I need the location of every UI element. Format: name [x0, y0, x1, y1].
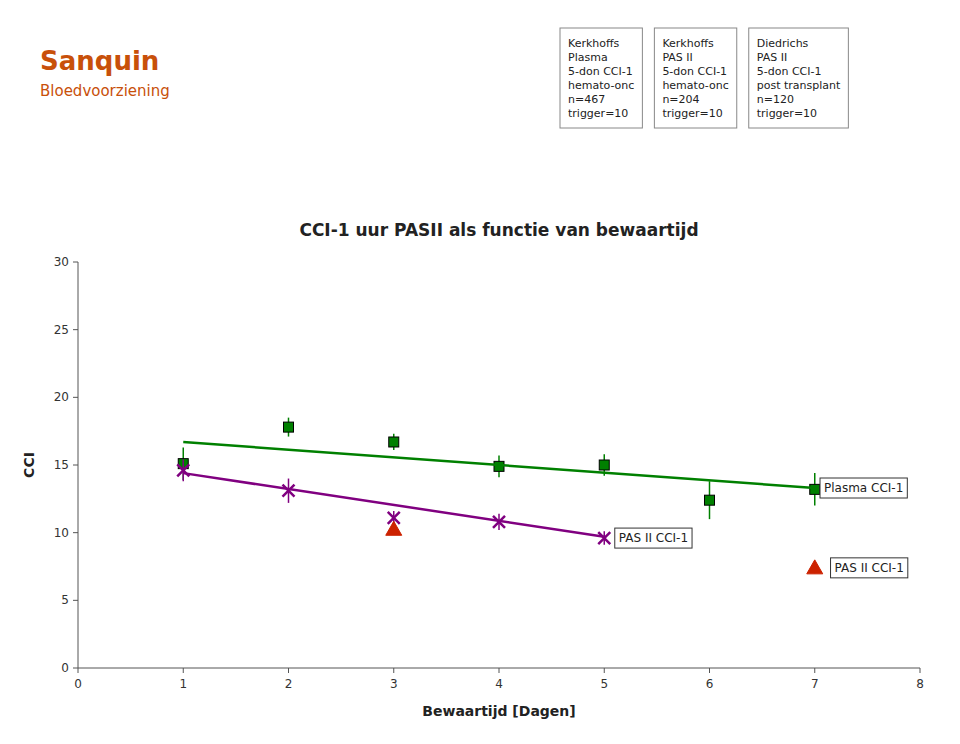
point	[705, 495, 715, 505]
plot	[177, 418, 823, 574]
x-tick-label: 8	[916, 677, 924, 691]
x-tick-label: 3	[390, 677, 398, 691]
x-tick-label: 4	[495, 677, 503, 691]
x-tick-label: 7	[811, 677, 819, 691]
text-box-line: post transplant	[757, 79, 841, 92]
x-tick	[709, 668, 710, 673]
point	[389, 437, 399, 447]
x-axis-line	[78, 668, 920, 669]
text-box-frame	[560, 28, 642, 128]
y-tick-label: 20	[54, 390, 69, 404]
text-box-line: 5-don CCI-1	[662, 65, 727, 78]
text-box-line: hemato-onc	[662, 79, 728, 92]
x-tick	[604, 668, 605, 673]
text-box: KerkhoffsPlasma5-don CCI-1hemato-oncn=46…	[560, 28, 642, 128]
text-box-line: Plasma	[568, 51, 608, 64]
x-tick	[814, 668, 815, 673]
annotation-box	[820, 478, 907, 498]
x-tick-label: 0	[74, 677, 82, 691]
annotation: PAS II CCI-1	[615, 528, 692, 548]
y-tick-label: 15	[54, 458, 69, 472]
y-tick-label: 25	[54, 323, 69, 337]
text-box-line: n=467	[568, 93, 605, 106]
point	[810, 484, 820, 494]
y-tick-label: 5	[61, 593, 69, 607]
x-tick	[288, 668, 289, 673]
annotation: PAS II CCI-1	[831, 558, 908, 578]
y-tick	[73, 600, 78, 601]
y-tick	[73, 465, 78, 466]
x-tick	[393, 668, 394, 673]
text-box-line: 5-don CCI-1	[568, 65, 633, 78]
y-tick-label: 0	[61, 661, 69, 675]
x-axis-label: Bewaartijd [Dagen]	[422, 703, 575, 719]
brand-text: Sanquin	[40, 46, 159, 76]
annotation-text: PAS II CCI-1	[619, 531, 688, 545]
text-box-frame	[654, 28, 736, 128]
text-box-line: n=204	[662, 93, 699, 106]
y-axis-label: CCI	[21, 452, 37, 478]
axes: 0 5 10 15 20 25 30 0 1 2 3 4 5 6 7 8 Bewaartijd [Dagen] C…	[21, 255, 924, 719]
x-tick	[920, 668, 921, 673]
point	[284, 422, 294, 432]
y-tick-label: 30	[54, 255, 69, 269]
trend-line	[183, 442, 815, 488]
series	[178, 418, 820, 520]
text-box-line: Diedrichs	[757, 37, 809, 50]
chart: SanquinBloedvoorzieningKerkhoffsPlasma5-…	[0, 0, 960, 744]
text-box-line: PAS II	[662, 51, 692, 64]
y-tick	[73, 668, 78, 669]
text-box-line: PAS II	[757, 51, 787, 64]
series	[177, 460, 610, 545]
y-tick	[73, 532, 78, 533]
text-box-frame	[749, 28, 849, 128]
y-tick-label: 10	[54, 526, 69, 540]
title: CCI-1 uur PASII als functie van bewaarti…	[299, 220, 698, 240]
point	[598, 532, 610, 544]
y-tick	[73, 329, 78, 330]
x-tick-label: 2	[285, 677, 293, 691]
y-tick	[73, 262, 78, 263]
series	[183, 442, 815, 488]
text-box-line: trigger=10	[662, 107, 722, 120]
text-box-line: trigger=10	[757, 107, 817, 120]
brand-subtitle: Bloedvoorziening	[40, 82, 170, 100]
series	[183, 473, 604, 537]
annotation-box	[615, 528, 692, 548]
point	[807, 560, 823, 574]
annotations: Plasma CCI-1 PAS II CCI-1 PAS II CCI-1	[615, 478, 908, 578]
x-tick	[78, 668, 79, 673]
point	[599, 460, 609, 470]
x-tick	[499, 668, 500, 673]
y-axis-line	[78, 262, 79, 668]
x-tick-label: 5	[600, 677, 608, 691]
text-box-line: hemato-onc	[568, 79, 634, 92]
text-box-line: n=120	[757, 93, 794, 106]
annotation-text: PAS II CCI-1	[835, 561, 904, 575]
annotation-box	[831, 558, 908, 578]
text-boxes: KerkhoffsPlasma5-don CCI-1hemato-oncn=46…	[560, 28, 848, 128]
x-tick	[183, 668, 184, 673]
annotation-text: Plasma CCI-1	[824, 481, 903, 495]
text-box-line: Kerkhoffs	[568, 37, 620, 50]
text-box: DiedrichsPAS II5-don CCI-1post transplan…	[749, 28, 849, 128]
text-box-line: 5-don CCI-1	[757, 65, 822, 78]
series	[386, 521, 823, 574]
trend-line	[183, 473, 604, 537]
point	[386, 521, 402, 535]
x-tick-label: 1	[179, 677, 187, 691]
text-box-line: trigger=10	[568, 107, 628, 120]
x-tick-label: 6	[706, 677, 714, 691]
text-box: KerkhoffsPAS II5-don CCI-1hemato-oncn=20…	[654, 28, 736, 128]
annotation: Plasma CCI-1	[820, 478, 907, 498]
text-box-line: Kerkhoffs	[662, 37, 714, 50]
y-tick	[73, 397, 78, 398]
